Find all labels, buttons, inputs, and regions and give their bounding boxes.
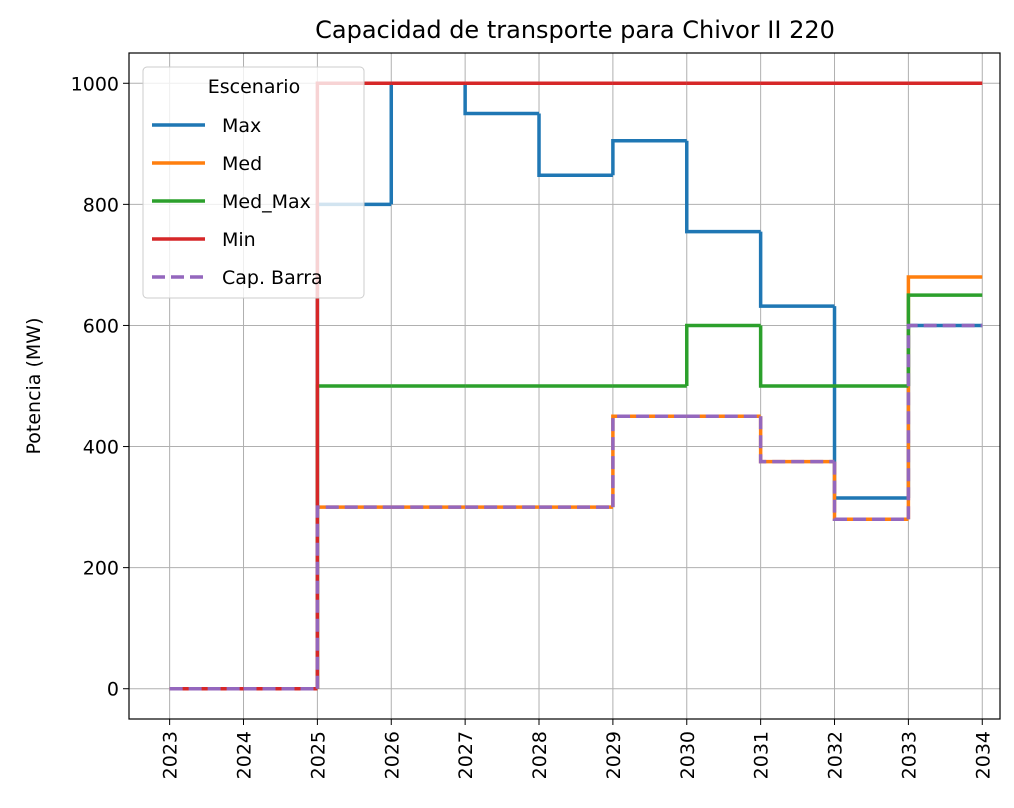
step-segment	[315, 505, 392, 689]
x-tick-label: 2033	[898, 731, 920, 779]
step-segment	[611, 414, 687, 508]
series-line	[169, 323, 983, 691]
legend-label: Min	[222, 229, 256, 251]
step-segment	[315, 505, 392, 689]
step-segment	[758, 231, 835, 308]
legend-label: Med_Max	[222, 191, 311, 213]
x-tick-label: 2025	[307, 731, 329, 779]
y-tick-label: 1000	[71, 73, 119, 95]
series-line	[169, 275, 983, 691]
step-segment	[906, 275, 983, 520]
step-segment	[685, 140, 761, 234]
step-segment	[832, 461, 909, 521]
step-segment	[389, 81, 466, 205]
step-segment	[758, 416, 835, 464]
x-tick-label: 2032	[825, 731, 847, 779]
x-tick-label: 2023	[160, 731, 182, 779]
x-tick-label: 2026	[381, 731, 403, 779]
step-segment	[906, 293, 983, 386]
legend-label: Cap. Barra	[222, 267, 323, 289]
x-tick-label: 2030	[677, 731, 699, 779]
series-line	[169, 293, 983, 691]
x-tick-label: 2028	[529, 731, 551, 779]
step-segment	[685, 323, 761, 386]
x-tick-label: 2029	[603, 731, 625, 779]
step-segment	[537, 113, 613, 178]
y-tick-label: 600	[83, 315, 119, 337]
y-axis-label: Potencia (MW)	[23, 318, 45, 455]
step-segment	[906, 323, 983, 520]
plot-frame	[128, 52, 1001, 720]
x-tick-label: 2034	[972, 731, 994, 779]
x-tick-label: 2031	[751, 731, 773, 779]
y-tick-label: 800	[83, 194, 119, 216]
y-tick-label: 0	[107, 679, 119, 701]
legend-label: Med	[222, 153, 262, 175]
x-tick-label: 2024	[234, 731, 256, 779]
step-segment	[315, 384, 392, 689]
step-segment	[832, 306, 909, 500]
step-segment	[463, 83, 540, 116]
step-segment	[906, 323, 983, 499]
x-tick-label: 2027	[455, 731, 477, 779]
y-tick-label: 400	[83, 437, 119, 459]
chart-title: Capacidad de transporte para Chivor II 2…	[315, 16, 835, 44]
legend-box	[142, 66, 365, 299]
step-segment	[611, 139, 687, 176]
step-segment	[611, 414, 687, 508]
step-segment	[758, 325, 835, 388]
legend-label: Max	[222, 115, 261, 137]
legend-title: Escenario	[208, 76, 300, 98]
y-tick-label: 200	[83, 558, 119, 580]
step-segment	[758, 416, 835, 464]
step-segment	[832, 461, 909, 521]
